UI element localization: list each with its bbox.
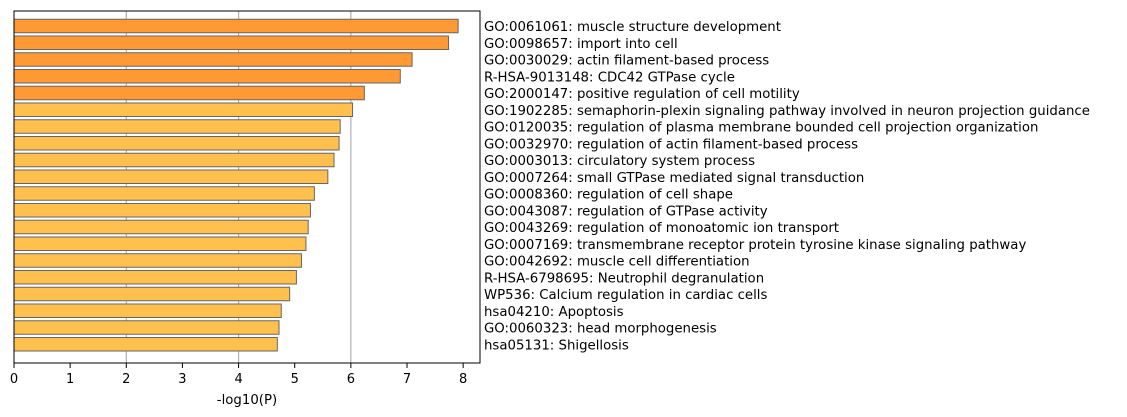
category-labels: GO:0061061: muscle structure development… [484, 20, 1090, 353]
category-label-10: GO:0007264: small GTPase mediated signal… [484, 171, 864, 186]
category-label-18: hsa04210: Apoptosis [484, 305, 624, 320]
bar-2 [13, 35, 450, 50]
x-tick-label-2: 2 [122, 372, 130, 387]
x-tick-label-7: 7 [403, 372, 411, 387]
bar-10 [13, 169, 329, 184]
bar-15 [13, 253, 302, 268]
category-label-11: GO:0008360: regulation of cell shape [484, 188, 733, 203]
category-label-6: GO:1902285: semaphorin-plexin signaling … [484, 104, 1090, 119]
category-label-2: GO:0098657: import into cell [484, 37, 678, 52]
bar-8 [13, 136, 340, 151]
x-tick-label-6: 6 [347, 372, 355, 387]
x-tick-label-3: 3 [178, 372, 186, 387]
bar-5 [13, 85, 365, 101]
x-tick-label-8: 8 [459, 372, 467, 387]
category-label-17: WP536: Calcium regulation in cardiac cel… [484, 288, 767, 303]
bar-16 [13, 270, 297, 285]
category-label-8: GO:0032970: regulation of actin filament… [484, 137, 858, 152]
category-label-14: GO:0007169: transmembrane receptor prote… [484, 238, 1026, 253]
category-label-7: GO:0120035: regulation of plasma membran… [484, 121, 1038, 136]
bar-20 [13, 337, 278, 352]
plot-frame [13, 10, 481, 364]
category-label-12: GO:0043087: regulation of GTPase activit… [484, 204, 768, 219]
category-label-13: GO:0043269: regulation of monoatomic ion… [484, 221, 839, 236]
bar-12 [13, 203, 311, 218]
bar-layer [13, 18, 459, 352]
bar-14 [13, 236, 307, 251]
x-tick-label-4: 4 [234, 372, 242, 387]
category-label-1: GO:0061061: muscle structure development [484, 20, 781, 35]
bar-9 [13, 152, 335, 168]
bar-18 [13, 303, 282, 318]
bar-11 [13, 186, 315, 201]
bar-13 [13, 219, 309, 235]
x-tick-label-0: 0 [10, 372, 18, 387]
bar-19 [13, 320, 280, 335]
category-label-15: GO:0042692: muscle cell differentiation [484, 255, 750, 270]
category-label-9: GO:0003013: circulatory system process [484, 154, 755, 169]
x-axis-title: -log10(P) [217, 393, 277, 408]
category-label-3: GO:0030029: actin filament-based process [484, 54, 769, 69]
x-tick-label-5: 5 [291, 372, 299, 387]
bar-17 [13, 286, 291, 302]
bar-1 [13, 18, 459, 34]
category-label-4: R-HSA-9013148: CDC42 GTPase cycle [484, 70, 735, 85]
x-axis-ticks: 0 1 2 3 4 5 6 7 8 [10, 363, 467, 387]
bar-3 [13, 52, 413, 67]
x-tick-label-1: 1 [66, 372, 74, 387]
axes-frame [13, 10, 481, 364]
bar-7 [13, 119, 341, 134]
bar-6 [13, 102, 354, 117]
category-label-5: GO:2000147: positive regulation of cell … [484, 87, 800, 102]
category-label-16: R-HSA-6798695: Neutrophil degranulation [484, 271, 764, 286]
category-label-20: hsa05131: Shigellosis [484, 338, 629, 353]
category-label-19: GO:0060323: head morphogenesis [484, 322, 717, 337]
bar-4 [13, 69, 401, 84]
